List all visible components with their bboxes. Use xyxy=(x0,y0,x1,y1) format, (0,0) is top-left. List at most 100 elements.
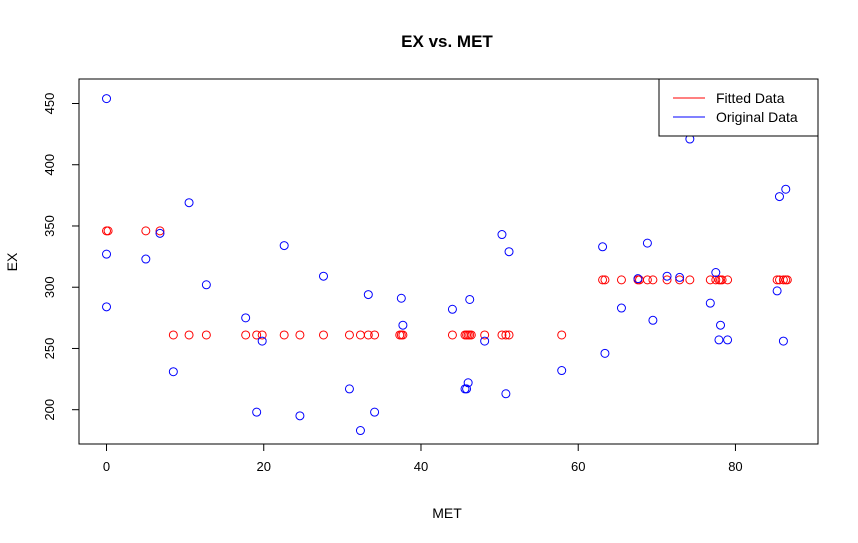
original-point xyxy=(155,228,165,238)
y-tick-label: 350 xyxy=(42,215,57,237)
fitted-point xyxy=(370,330,380,340)
original-point xyxy=(480,336,490,346)
fitted-point xyxy=(782,275,792,285)
legend: Fitted Data Original Data xyxy=(658,78,819,137)
fitted-point xyxy=(257,330,267,340)
fitted-point xyxy=(295,330,305,340)
original-point xyxy=(600,348,610,358)
original-point xyxy=(370,407,380,417)
fitted-point xyxy=(648,275,658,285)
original-point xyxy=(257,336,267,346)
original-point xyxy=(774,192,784,202)
fitted-point xyxy=(398,330,408,340)
fitted-point xyxy=(717,275,727,285)
legend-label-original: Original Data xyxy=(716,109,798,125)
original-point xyxy=(396,293,406,303)
x-tick-label: 20 xyxy=(257,459,271,474)
original-point xyxy=(616,303,626,313)
original-point xyxy=(241,313,251,323)
y-axis: 200 250 300 350 400 450 xyxy=(42,93,80,421)
fitted-point xyxy=(685,275,695,285)
original-point xyxy=(781,184,791,194)
original-point xyxy=(778,336,788,346)
original-point xyxy=(279,241,289,251)
original-point xyxy=(168,367,178,377)
original-point xyxy=(465,294,475,304)
fitted-point xyxy=(155,226,165,236)
fitted-point xyxy=(252,330,262,340)
original-point xyxy=(141,254,151,264)
original-point xyxy=(318,271,328,281)
fitted-point xyxy=(501,330,511,340)
fitted-point xyxy=(363,330,373,340)
fitted-point xyxy=(616,275,626,285)
original-point xyxy=(711,268,721,278)
original-point xyxy=(648,315,658,325)
x-tick-label: 60 xyxy=(571,459,585,474)
y-tick-label: 200 xyxy=(42,399,57,421)
original-point xyxy=(633,274,643,284)
fitted-point xyxy=(723,275,733,285)
original-point xyxy=(102,94,112,104)
fitted-point xyxy=(642,275,652,285)
legend-box xyxy=(658,78,819,137)
original-point xyxy=(447,304,457,314)
fitted-point xyxy=(447,330,457,340)
fitted-point xyxy=(600,275,610,285)
fitted-point xyxy=(598,275,608,285)
fitted-point xyxy=(355,330,365,340)
original-point xyxy=(201,280,211,290)
x-tick-label: 40 xyxy=(414,459,428,474)
original-point xyxy=(723,335,733,345)
original-point xyxy=(557,366,567,376)
original-point xyxy=(504,247,514,257)
fitted-point xyxy=(497,330,507,340)
original-point xyxy=(184,198,194,208)
x-tick-label: 0 xyxy=(103,459,110,474)
fitted-point xyxy=(103,226,113,236)
fitted-point xyxy=(168,330,178,340)
fitted-point xyxy=(772,275,782,285)
fitted-point xyxy=(711,275,721,285)
original-point xyxy=(662,271,672,281)
fitted-point xyxy=(662,275,672,285)
original-point xyxy=(295,411,305,421)
data-points xyxy=(102,94,792,436)
fitted-point xyxy=(141,226,151,236)
fitted-point xyxy=(184,330,194,340)
original-point xyxy=(463,378,473,388)
fitted-point xyxy=(344,330,354,340)
fitted-point xyxy=(705,275,715,285)
original-point xyxy=(716,320,726,330)
original-point xyxy=(497,230,507,240)
fitted-point xyxy=(279,330,289,340)
chart-title: EX vs. MET xyxy=(401,32,493,51)
x-axis-label: MET xyxy=(432,505,462,521)
original-point xyxy=(363,290,373,300)
original-point xyxy=(344,384,354,394)
original-point xyxy=(252,407,262,417)
original-point xyxy=(355,426,365,436)
y-tick-label: 450 xyxy=(42,93,57,115)
original-point xyxy=(705,298,715,308)
original-point xyxy=(675,272,685,282)
original-point xyxy=(102,249,112,259)
fitted-point xyxy=(318,330,328,340)
original-point xyxy=(501,389,511,399)
original-point xyxy=(598,242,608,252)
fitted-point xyxy=(778,275,788,285)
fitted-point xyxy=(201,330,211,340)
original-data-series xyxy=(102,94,791,436)
original-point xyxy=(772,286,782,296)
y-tick-label: 300 xyxy=(42,276,57,298)
y-axis-label: EX xyxy=(4,252,20,271)
x-axis: 0 20 40 60 80 xyxy=(103,443,743,474)
fitted-point xyxy=(675,275,685,285)
fitted-point xyxy=(480,330,490,340)
fitted-point xyxy=(504,330,514,340)
original-point xyxy=(642,238,652,248)
original-point xyxy=(462,384,472,394)
original-point xyxy=(398,320,408,330)
x-tick-label: 80 xyxy=(728,459,742,474)
